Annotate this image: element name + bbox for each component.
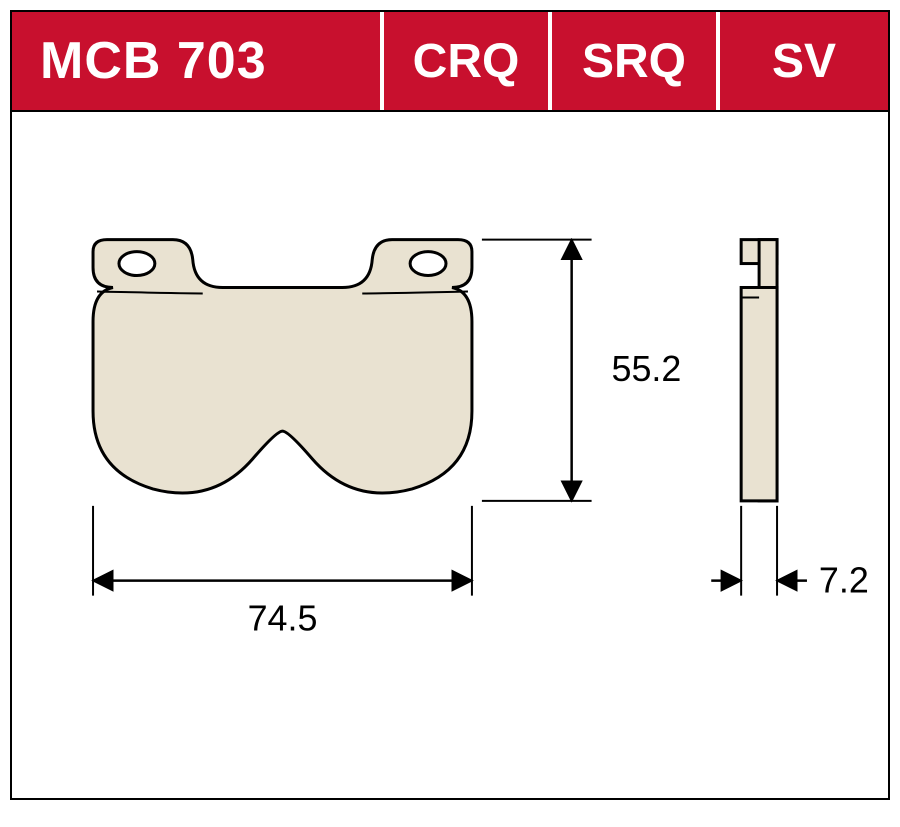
- brake-pad-front-view: [93, 240, 472, 493]
- tag-crq: CRQ: [384, 12, 552, 110]
- pad-outline: [93, 240, 472, 493]
- diagram-area: 74.5 55.2 7.2: [12, 112, 888, 798]
- height-value: 55.2: [612, 349, 682, 389]
- technical-drawing: 74.5 55.2 7.2: [12, 112, 888, 798]
- tag-sv: SV: [720, 12, 888, 110]
- mounting-hole-right: [410, 252, 446, 276]
- brake-pad-side-view: [741, 240, 777, 501]
- header-row: MCB 703 CRQ SRQ SV: [12, 12, 888, 112]
- width-value: 74.5: [248, 598, 318, 638]
- dimension-height: 55.2: [482, 240, 681, 501]
- mounting-hole-left: [119, 252, 155, 276]
- dimension-thickness: 7.2: [711, 506, 869, 601]
- dimension-width: 74.5: [93, 506, 472, 639]
- thickness-value: 7.2: [819, 561, 869, 601]
- diagram-frame: MCB 703 CRQ SRQ SV: [10, 10, 890, 800]
- tag-srq: SRQ: [552, 12, 720, 110]
- product-code: MCB 703: [12, 12, 384, 110]
